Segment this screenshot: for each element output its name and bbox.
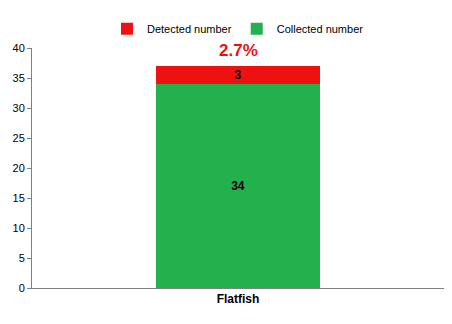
svg-text:5: 5 bbox=[19, 252, 25, 264]
svg-text:25: 25 bbox=[13, 132, 25, 144]
svg-text:Collected number: Collected number bbox=[277, 23, 364, 35]
svg-text:2.7%: 2.7% bbox=[219, 41, 258, 60]
svg-text:Detected number: Detected number bbox=[147, 23, 232, 35]
svg-text:15: 15 bbox=[13, 192, 25, 204]
svg-text:Flatfish: Flatfish bbox=[217, 292, 260, 306]
svg-text:0: 0 bbox=[19, 282, 25, 294]
svg-text:20: 20 bbox=[13, 162, 25, 174]
svg-text:10: 10 bbox=[13, 222, 25, 234]
svg-text:30: 30 bbox=[13, 102, 25, 114]
svg-text:40: 40 bbox=[13, 42, 25, 54]
svg-text:34: 34 bbox=[231, 179, 245, 193]
svg-text:3: 3 bbox=[235, 68, 242, 82]
svg-text:35: 35 bbox=[13, 72, 25, 84]
